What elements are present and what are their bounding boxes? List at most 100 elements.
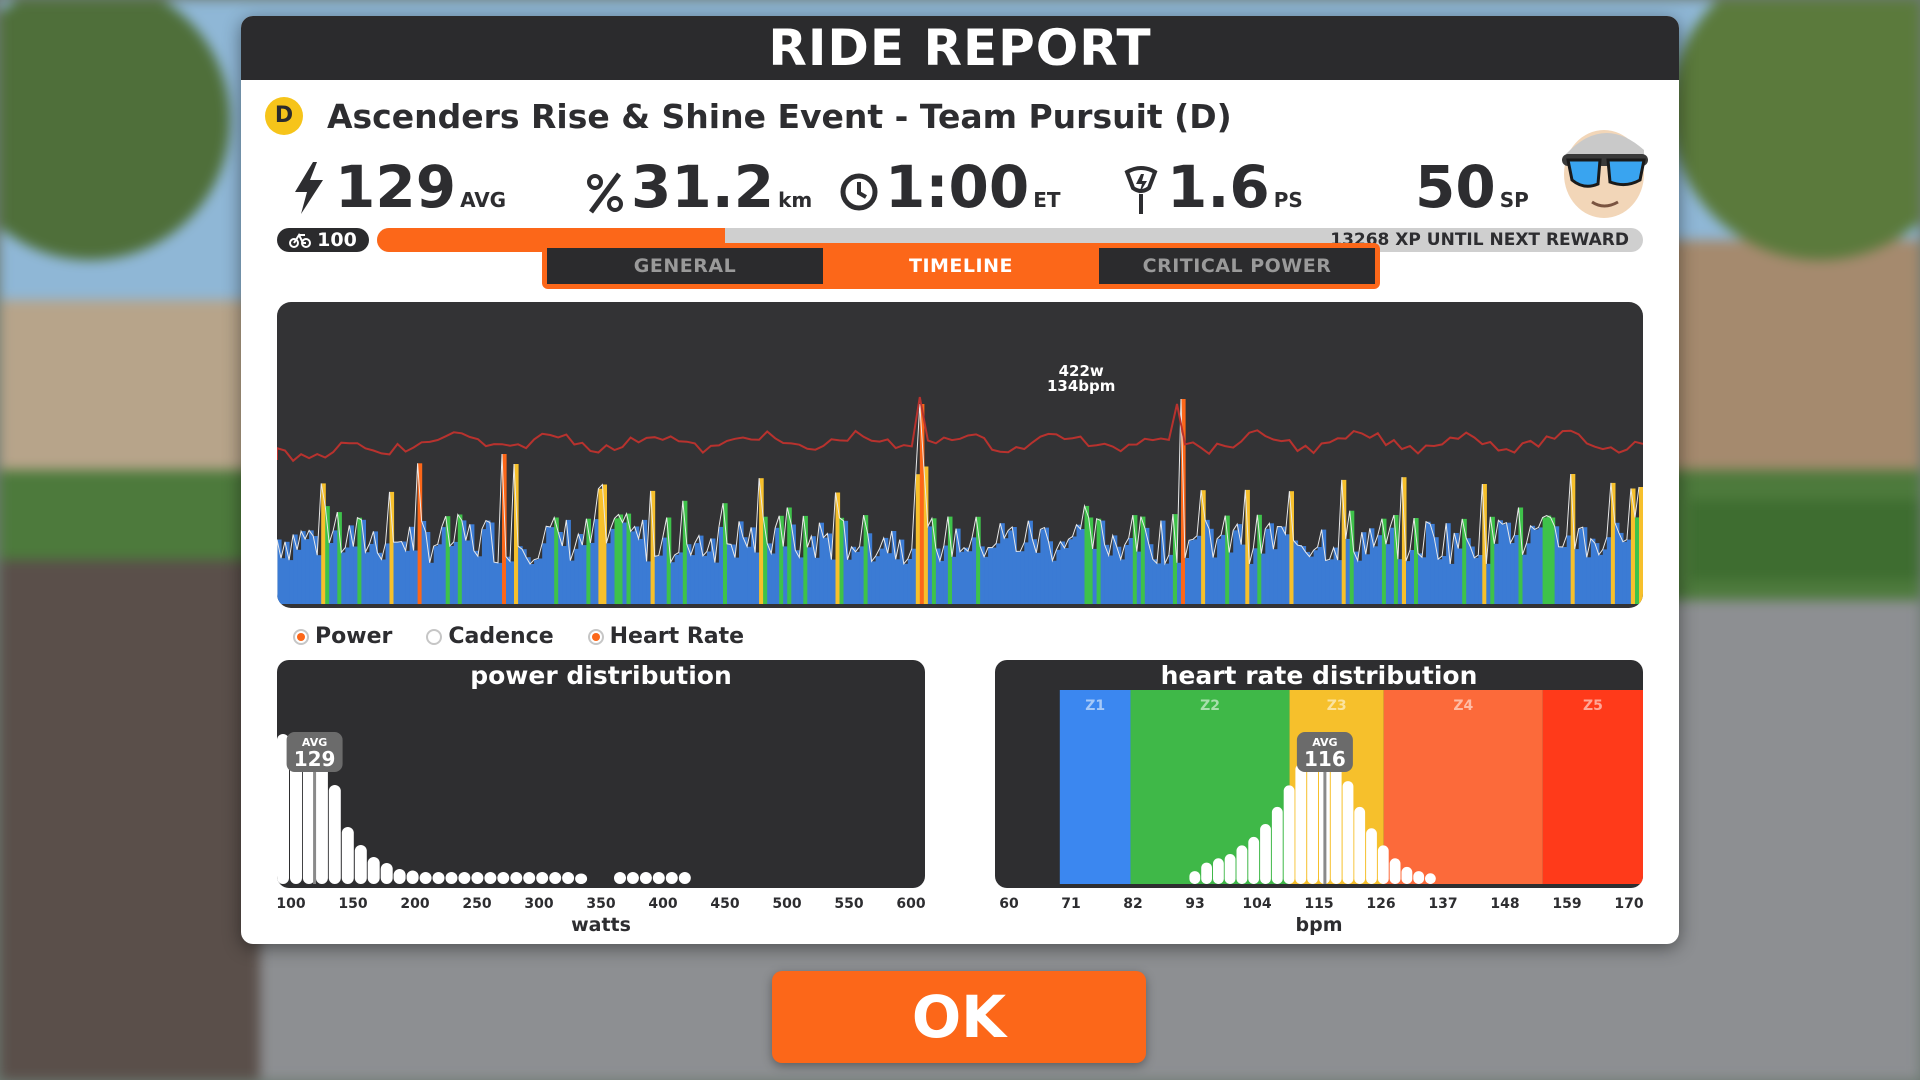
timeline-power-bar [1140,516,1146,604]
distribution-bar [575,873,588,884]
timeline-power-bar [614,518,620,604]
timeline-power-bar [1566,535,1572,604]
stat-sport-points-value: 50 [1415,153,1496,221]
timeline-power-bar [1305,551,1311,604]
radio-power[interactable] [293,628,309,645]
timeline-power-bar [630,531,636,604]
stat-powerups-unit: PS [1273,188,1303,212]
timeline-power-bar [365,552,370,604]
timeline-power-bar [1213,557,1218,604]
distribution-bar [523,872,536,884]
axis-tick-label: 170 [1614,896,1644,912]
legend-cadence-label: Cadence [448,624,554,649]
timeline-power-bar [1120,559,1126,604]
timeline-power-bar [980,546,985,604]
timeline-power-bar [1534,529,1540,604]
timeline-power-bar [562,546,567,604]
timeline-power-bar [919,404,925,604]
legend-cadence[interactable]: Cadence [426,624,554,649]
timeline-power-bar [859,546,865,604]
timeline-power-bar [1486,563,1491,604]
timeline-power-bar [1337,560,1343,604]
timeline-power-bar [1076,524,1082,604]
distribution-bar [290,740,302,884]
timeline-power-bar [437,544,443,604]
timeline-power-bar [1546,515,1552,604]
timeline-power-bar [960,551,965,604]
timeline-power-bar [301,531,306,604]
axis-tick-label: 250 [462,896,492,912]
timeline-power-bar [449,546,455,604]
timeline-power-bar [763,516,768,604]
radio-cadence[interactable] [426,628,443,645]
timeline-power-bar [1639,487,1643,604]
timeline-power-bar [847,559,853,604]
timeline-power-bar [622,522,628,604]
distribution-bar [1236,845,1248,884]
timeline-power-bar [718,526,724,604]
distribution-bar [497,872,510,884]
timeline-power-bar [903,563,909,604]
timeline-power-bar [1538,527,1544,604]
timeline-power-bar [598,488,603,604]
timeline-power-bar [1510,543,1515,604]
timeline-power-bar [1353,551,1359,604]
timeline-power-bar [674,554,680,604]
timeline-power-bar [771,553,776,604]
legend-power[interactable]: Power [293,624,392,649]
timeline-power-bar [1269,523,1274,604]
timeline-power-bar [281,558,286,604]
distribution-bar [1425,873,1436,884]
timeline-power-bar [1080,529,1086,604]
timeline-power-bar [1618,532,1624,604]
timeline-power-bar [927,526,933,604]
timeline-power-bar [1237,524,1242,604]
distribution-bar [445,872,458,884]
tab-general[interactable]: GENERAL [547,248,823,284]
timeline-power-bar [1365,554,1371,604]
distribution-bar [536,872,549,884]
timeline-power-bar [727,543,732,604]
timeline-power-bar [976,516,981,604]
timeline-power-bar [875,556,881,604]
timeline-power-bar [1385,544,1391,604]
timeline-power-bar [1434,537,1439,604]
timeline-power-bar [1349,510,1355,604]
heart-rate-distribution-title: heart rate distribution [1160,661,1478,690]
timeline-power-bar [510,561,515,604]
timeline-power-bar [289,560,294,604]
timeline-power-bar [1389,527,1395,604]
timeline-power-bar [1297,545,1303,604]
timeline-power-bar [1341,479,1347,604]
timeline-power-bar [1570,474,1576,604]
axis-tick-label: 350 [586,896,616,912]
timeline-power-bar [1301,546,1307,604]
timeline-power-bar [550,527,555,604]
timeline-power-bar [1225,515,1230,604]
avg-badge [1296,732,1353,772]
ok-button[interactable]: OK [772,971,1146,1063]
axis-tick-label: 126 [1366,896,1396,912]
timeline-power-bar [285,541,290,604]
timeline-power-bar [1168,554,1174,604]
timeline-power-bar [642,519,648,604]
stat-distance: 31.2 km [585,148,812,222]
legend-heart-rate-label: Heart Rate [609,624,745,649]
timeline-power-bar [1430,523,1435,604]
timeline-power-bar [389,491,395,604]
axis-tick-label: 600 [896,896,926,912]
timeline-power-bar [1172,514,1178,604]
legend-heart-rate[interactable]: Heart Rate [587,624,745,649]
timeline-power-bar [839,517,845,604]
timeline-power-bar [522,549,527,604]
tab-critical-power[interactable]: CRITICAL POWER [1099,248,1375,284]
hr-zone-z1 [1059,690,1131,884]
tab-timeline[interactable]: TIMELINE [823,248,1099,284]
distribution-bar [419,872,432,884]
timeline-power-bar [1418,553,1423,604]
timeline-power-bar [775,527,780,604]
radio-heart-rate[interactable] [587,628,604,645]
distribution-bar [510,872,523,884]
timeline-power-bar [582,545,587,604]
